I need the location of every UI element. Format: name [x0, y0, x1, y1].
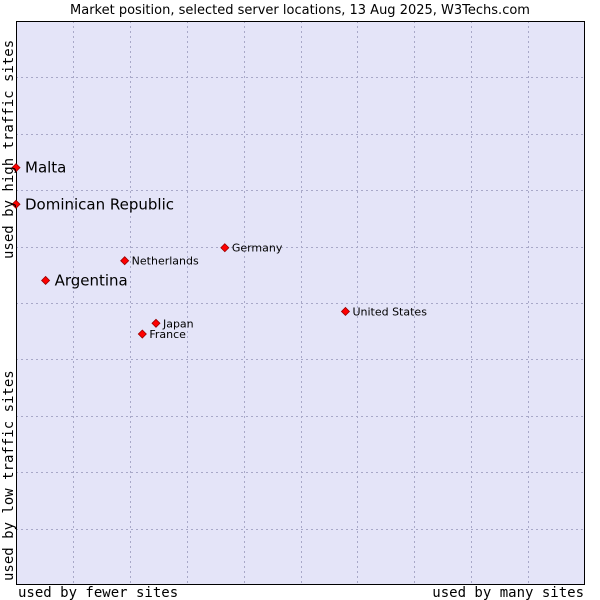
point-label-argentina: Argentina — [55, 271, 128, 289]
point-label-japan: Japan — [162, 317, 194, 330]
point-label-netherlands: Netherlands — [132, 255, 199, 268]
plot-area — [16, 21, 585, 585]
point-marker-netherlands — [120, 256, 130, 266]
x-axis-label-left: used by fewer sites — [18, 585, 178, 600]
point-marker-argentina — [41, 275, 51, 286]
point-marker-japan — [151, 318, 161, 328]
point-label-dominican-republic: Dominican Republic — [25, 195, 174, 213]
point-label-malta: Malta — [25, 159, 66, 177]
y-axis-label-bottom: used by low traffic sites — [1, 370, 17, 581]
chart-title: Market position, selected server locatio… — [70, 3, 530, 18]
y-axis-label-top: used by high traffic sites — [1, 40, 17, 259]
grid — [16, 21, 585, 585]
point-marker-dominican-republic — [11, 199, 21, 209]
point-label-germany: Germany — [232, 242, 283, 255]
plot-frame — [16, 21, 585, 585]
point-marker-germany — [220, 243, 230, 253]
point-marker-malta — [11, 163, 21, 173]
point-marker-united-states — [340, 306, 351, 317]
point-label-france: France — [149, 328, 186, 341]
x-axis-label-right: used by many sites — [432, 585, 584, 600]
point-label-united-states: United States — [352, 305, 427, 318]
data-points: Malta Dominican Republic Argentina Germany N… — [11, 159, 427, 341]
point-marker-france — [137, 329, 147, 339]
